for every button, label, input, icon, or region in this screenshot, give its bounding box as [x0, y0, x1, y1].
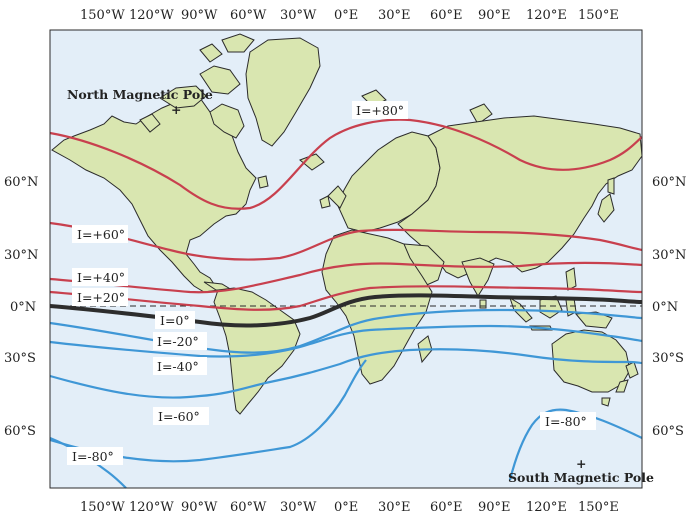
- bottom-tick-150e: 150°E: [578, 500, 619, 515]
- bottom-tick-0e: 0°E: [334, 500, 358, 515]
- north-america: [51, 95, 257, 293]
- label-minus80-west: I=-80°: [72, 449, 114, 464]
- top-tick-0e: 0°E: [334, 8, 358, 23]
- label-minus80-east: I=-80°: [545, 414, 587, 429]
- greenland: [245, 37, 321, 147]
- great-britain: [327, 185, 347, 209]
- isoclinic-line-plus20: [49, 285, 643, 311]
- isoclinic-line-minus60: [49, 348, 643, 399]
- continents: [51, 33, 643, 415]
- ireland: [319, 195, 331, 209]
- africa: [321, 229, 433, 385]
- left-tick-60n: 60°N: [4, 175, 38, 190]
- top-tick-90w: 90°W: [181, 8, 218, 23]
- isoclinic-line-minus80: [49, 359, 367, 463]
- arctic-island-1: [159, 85, 207, 109]
- isoclinic-line-minus80-west-corner: [49, 436, 127, 489]
- isoclinic-line-plus80: [49, 118, 643, 210]
- label-zero: I=0°: [160, 313, 190, 328]
- left-latitude-ticks: 60°N 30°N 0°N 30°S 60°S: [4, 175, 38, 439]
- arctic-island-4: [199, 43, 223, 63]
- isoclinic-line-plus60: [49, 221, 643, 261]
- bottom-tick-60w: 60°W: [230, 500, 267, 515]
- label-plus60: I=+60°: [77, 227, 125, 242]
- right-latitude-ticks: 60°N 30°N 0°N 30°S 60°S: [652, 175, 686, 439]
- bottom-tick-90w: 90°W: [181, 500, 218, 515]
- top-tick-60e: 60°E: [430, 8, 463, 23]
- bottom-tick-30w: 30°W: [280, 500, 317, 515]
- bottom-tick-120e: 120°E: [526, 500, 567, 515]
- right-tick-0n: 0°N: [652, 300, 678, 315]
- top-tick-120w: 120°W: [129, 8, 174, 23]
- top-tick-30e: 30°E: [378, 8, 411, 23]
- right-tick-30s: 30°S: [652, 351, 684, 366]
- right-tick-30n: 30°N: [652, 248, 686, 263]
- isoclinic-line-plus40: [49, 261, 643, 294]
- top-tick-60w: 60°W: [230, 8, 267, 23]
- bottom-longitude-ticks: 150°W 120°W 90°W 60°W 30°W 0°E 30°E 60°E…: [80, 500, 619, 515]
- top-tick-150e: 150°E: [578, 8, 619, 23]
- arctic-island-2: [199, 65, 241, 95]
- label-minus40: I=-40°: [157, 359, 199, 374]
- asia: [397, 115, 643, 279]
- label-plus40: I=+40°: [77, 270, 125, 285]
- new-guinea: [575, 311, 613, 329]
- top-tick-90e: 90°E: [478, 8, 511, 23]
- north-magnetic-pole-label: North Magnetic Pole: [67, 87, 213, 102]
- label-plus20: I=+20°: [77, 290, 125, 305]
- top-longitude-ticks: 150°W 120°W 90°W 60°W 30°W 0°E 30°E 60°E…: [80, 8, 619, 23]
- bottom-tick-120w: 120°W: [129, 500, 174, 515]
- right-tick-60n: 60°N: [652, 175, 686, 190]
- left-tick-0n: 0°N: [10, 300, 36, 315]
- sri-lanka: [479, 299, 487, 309]
- label-plus80: I=+80°: [356, 103, 404, 118]
- bottom-tick-30e: 30°E: [378, 500, 411, 515]
- baffin-island: [209, 103, 245, 139]
- left-tick-30s: 30°S: [4, 351, 36, 366]
- japan: [597, 193, 615, 223]
- philippines: [565, 267, 577, 291]
- north-magnetic-pole-marker: +: [171, 102, 181, 117]
- left-tick-30n: 30°N: [4, 248, 38, 263]
- arctic-island-3: [221, 33, 255, 53]
- map-frame: [49, 29, 643, 489]
- novaya-zemlya: [469, 103, 493, 125]
- victoria-island: [139, 113, 161, 133]
- newfoundland: [257, 175, 269, 189]
- top-tick-120e: 120°E: [526, 8, 567, 23]
- label-minus60: I=-60°: [158, 409, 200, 424]
- south-magnetic-pole-marker: +: [576, 456, 586, 471]
- label-minus20: I=-20°: [157, 334, 199, 349]
- south-magnetic-pole-label: South Magnetic Pole: [508, 470, 654, 485]
- tasmania: [601, 397, 611, 407]
- sakhalin: [607, 177, 615, 195]
- left-tick-60s: 60°S: [4, 424, 36, 439]
- isoclinic-line-minus80-east: [508, 408, 643, 481]
- new-zealand-south: [615, 379, 629, 393]
- bottom-tick-90e: 90°E: [478, 500, 511, 515]
- right-tick-60s: 60°S: [652, 424, 684, 439]
- south-america: [213, 287, 301, 415]
- magnetic-poles: North Magnetic Pole + + South Magnetic P…: [67, 87, 654, 485]
- isoclinic-line-minus40: [49, 324, 643, 358]
- bottom-tick-60e: 60°E: [430, 500, 463, 515]
- new-zealand-north: [625, 361, 639, 379]
- top-tick-30w: 30°W: [280, 8, 317, 23]
- top-tick-150w: 150°W: [80, 8, 125, 23]
- isoclinic-labels: I=+80° I=+60° I=+40° I=+20° I=0° I=-20° …: [67, 101, 596, 465]
- bottom-tick-150w: 150°W: [80, 500, 125, 515]
